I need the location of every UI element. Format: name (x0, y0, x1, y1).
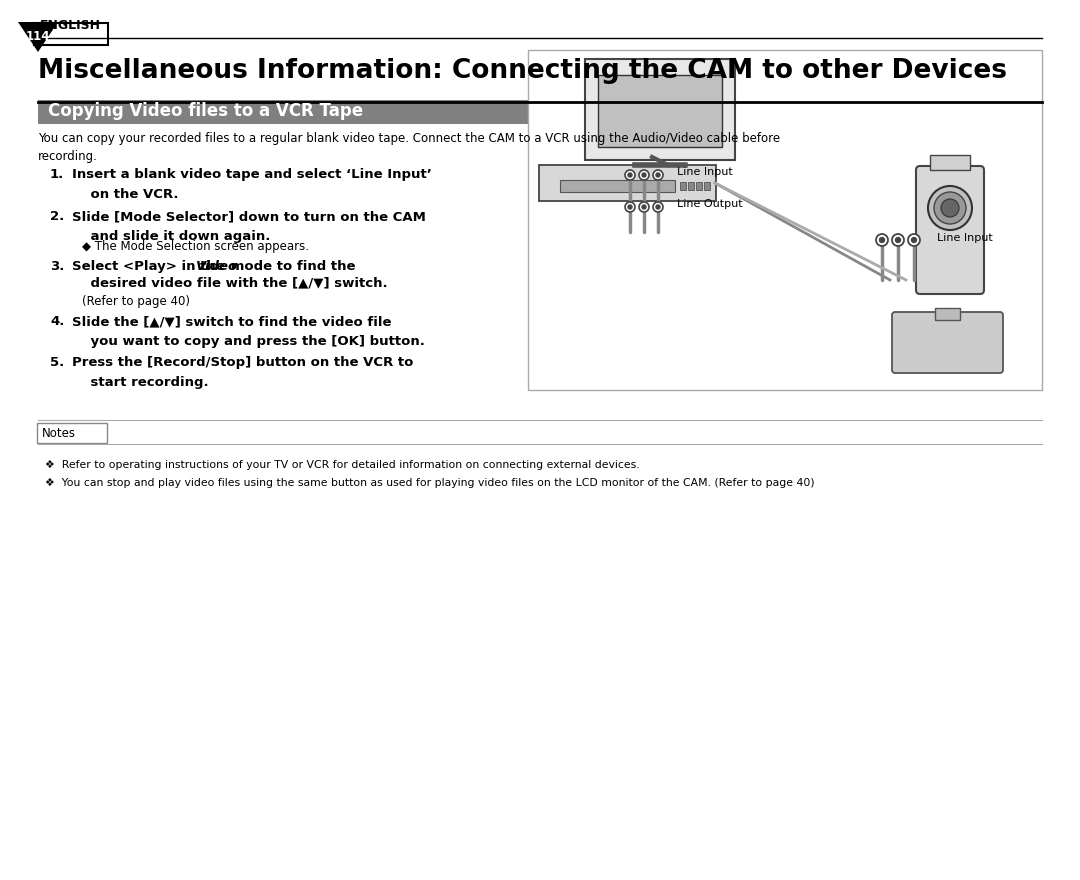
Circle shape (928, 186, 972, 230)
Bar (688, 182, 694, 190)
Bar (598, 75, 723, 147)
Circle shape (653, 202, 663, 212)
Circle shape (912, 238, 917, 243)
Bar (38, 100, 1042, 124)
Text: 114: 114 (26, 30, 51, 42)
Text: Slide [Mode Selector] down to turn on the CAM
    and slide it down again.: Slide [Mode Selector] down to turn on th… (72, 210, 426, 243)
FancyBboxPatch shape (539, 165, 716, 201)
Circle shape (879, 238, 885, 243)
Text: Notes: Notes (42, 427, 76, 439)
Circle shape (934, 192, 966, 224)
Circle shape (941, 199, 959, 217)
Text: You can copy your recorded files to a regular blank video tape. Connect the CAM : You can copy your recorded files to a re… (38, 132, 780, 163)
Text: Slide the [▲/▼] switch to find the video file
    you want to copy and press the: Slide the [▲/▼] switch to find the video… (72, 315, 424, 348)
Text: ❖  Refer to operating instructions of your TV or VCR for detailed information on: ❖ Refer to operating instructions of you… (45, 460, 639, 470)
Text: Select <Play> in the: Select <Play> in the (72, 260, 229, 273)
Text: ◆ The Mode Selection screen appears.: ◆ The Mode Selection screen appears. (82, 240, 309, 253)
Bar (528, 50, 1042, 390)
Circle shape (656, 173, 660, 177)
Text: desired video file with the [▲/▼] switch.: desired video file with the [▲/▼] switch… (72, 276, 388, 289)
Circle shape (627, 205, 632, 209)
Circle shape (625, 170, 635, 180)
Circle shape (639, 202, 649, 212)
Bar (680, 182, 686, 190)
Text: Insert a blank video tape and select ‘Line Input’
    on the VCR.: Insert a blank video tape and select ‘Li… (72, 168, 432, 201)
Text: 4.: 4. (50, 315, 65, 328)
Text: (Refer to page 40): (Refer to page 40) (82, 295, 190, 308)
FancyBboxPatch shape (585, 59, 735, 160)
FancyBboxPatch shape (892, 312, 1003, 373)
Text: Copying Video files to a VCR Tape: Copying Video files to a VCR Tape (48, 102, 363, 120)
Text: Line Output: Line Output (677, 199, 743, 209)
Circle shape (895, 238, 901, 243)
Circle shape (642, 205, 646, 209)
Circle shape (627, 173, 632, 177)
Text: Line Input: Line Input (937, 233, 993, 243)
Circle shape (876, 234, 888, 246)
Text: 5.: 5. (50, 356, 64, 369)
Text: 3.: 3. (50, 260, 65, 273)
Text: 1.: 1. (50, 168, 64, 181)
Circle shape (892, 234, 904, 246)
Circle shape (642, 173, 646, 177)
FancyBboxPatch shape (37, 423, 107, 443)
FancyBboxPatch shape (916, 166, 984, 294)
Text: mode to find the: mode to find the (226, 260, 355, 273)
Circle shape (908, 234, 920, 246)
Bar (930, 155, 970, 170)
Circle shape (625, 202, 635, 212)
Bar (935, 308, 960, 320)
Text: 2.: 2. (50, 210, 64, 223)
Circle shape (653, 170, 663, 180)
Text: Press the [Record/Stop] button on the VCR to
    start recording.: Press the [Record/Stop] button on the VC… (72, 356, 414, 388)
Text: ❖  You can stop and play video files using the same button as used for playing v: ❖ You can stop and play video files usin… (45, 478, 814, 488)
Text: Miscellaneous Information: Connecting the CAM to other Devices: Miscellaneous Information: Connecting th… (38, 58, 1007, 84)
Text: ENGLISH: ENGLISH (40, 19, 102, 32)
Circle shape (639, 170, 649, 180)
Polygon shape (18, 22, 58, 52)
Bar (696, 182, 702, 190)
Circle shape (656, 205, 660, 209)
Bar (561, 180, 675, 192)
FancyBboxPatch shape (33, 23, 108, 45)
Text: Video: Video (195, 260, 238, 273)
Bar (704, 182, 710, 190)
Text: Line Input: Line Input (677, 167, 732, 177)
